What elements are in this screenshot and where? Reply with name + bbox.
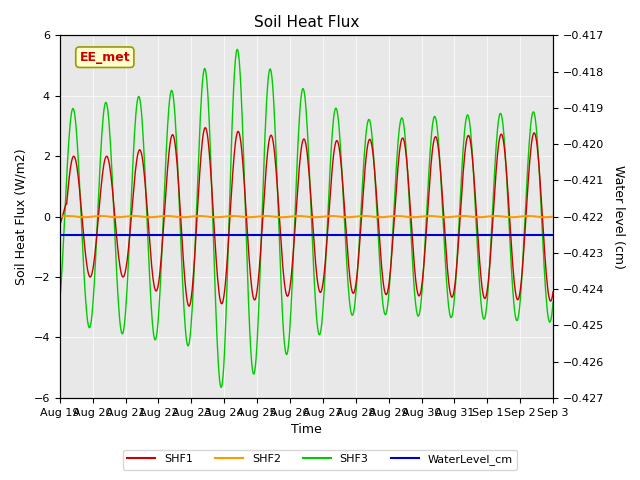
WaterLevel_cm	[116, 232, 124, 238]
WaterLevel_cm	[366, 232, 374, 238]
SHF1	[65, 180, 72, 185]
SHF2	[541, 215, 548, 220]
WaterLevel_cm	[192, 232, 200, 238]
SHF3	[166, 97, 173, 103]
SHF2	[64, 213, 72, 219]
SHF2	[116, 214, 124, 220]
Text: EE_met: EE_met	[79, 51, 130, 64]
SHF3	[56, 300, 63, 305]
SHF2	[381, 214, 389, 220]
SHF1	[56, 223, 63, 228]
SHF3	[192, 230, 200, 236]
SHF1	[549, 289, 557, 295]
WaterLevel_cm	[166, 232, 173, 238]
SHF3	[65, 140, 72, 145]
WaterLevel_cm	[65, 232, 72, 238]
SHF3	[549, 300, 557, 305]
Y-axis label: Soil Heat Flux (W/m2): Soil Heat Flux (W/m2)	[15, 148, 28, 285]
SHF2	[65, 213, 73, 219]
SHF2	[193, 213, 200, 219]
Legend: SHF1, SHF2, SHF3, WaterLevel_cm: SHF1, SHF2, SHF3, WaterLevel_cm	[123, 450, 517, 469]
SHF1	[382, 291, 390, 297]
SHF2	[166, 213, 174, 219]
WaterLevel_cm	[380, 232, 388, 238]
SHF3	[234, 47, 241, 52]
Line: SHF2: SHF2	[60, 216, 553, 217]
SHF2	[549, 214, 557, 219]
SHF1	[166, 145, 173, 151]
WaterLevel_cm	[549, 232, 557, 238]
WaterLevel_cm	[56, 232, 63, 238]
Title: Soil Heat Flux: Soil Heat Flux	[253, 15, 359, 30]
SHF1	[367, 140, 375, 145]
X-axis label: Time: Time	[291, 423, 322, 436]
Line: SHF3: SHF3	[60, 49, 553, 387]
SHF3	[382, 312, 390, 317]
SHF1	[193, 227, 200, 233]
SHF1	[116, 260, 124, 266]
Y-axis label: Water level (cm): Water level (cm)	[612, 165, 625, 269]
SHF3	[217, 384, 225, 390]
SHF2	[367, 214, 374, 219]
SHF3	[116, 314, 124, 320]
SHF1	[185, 303, 193, 309]
SHF3	[367, 126, 375, 132]
SHF1	[202, 125, 209, 131]
SHF2	[56, 214, 63, 219]
Line: SHF1: SHF1	[60, 128, 553, 306]
